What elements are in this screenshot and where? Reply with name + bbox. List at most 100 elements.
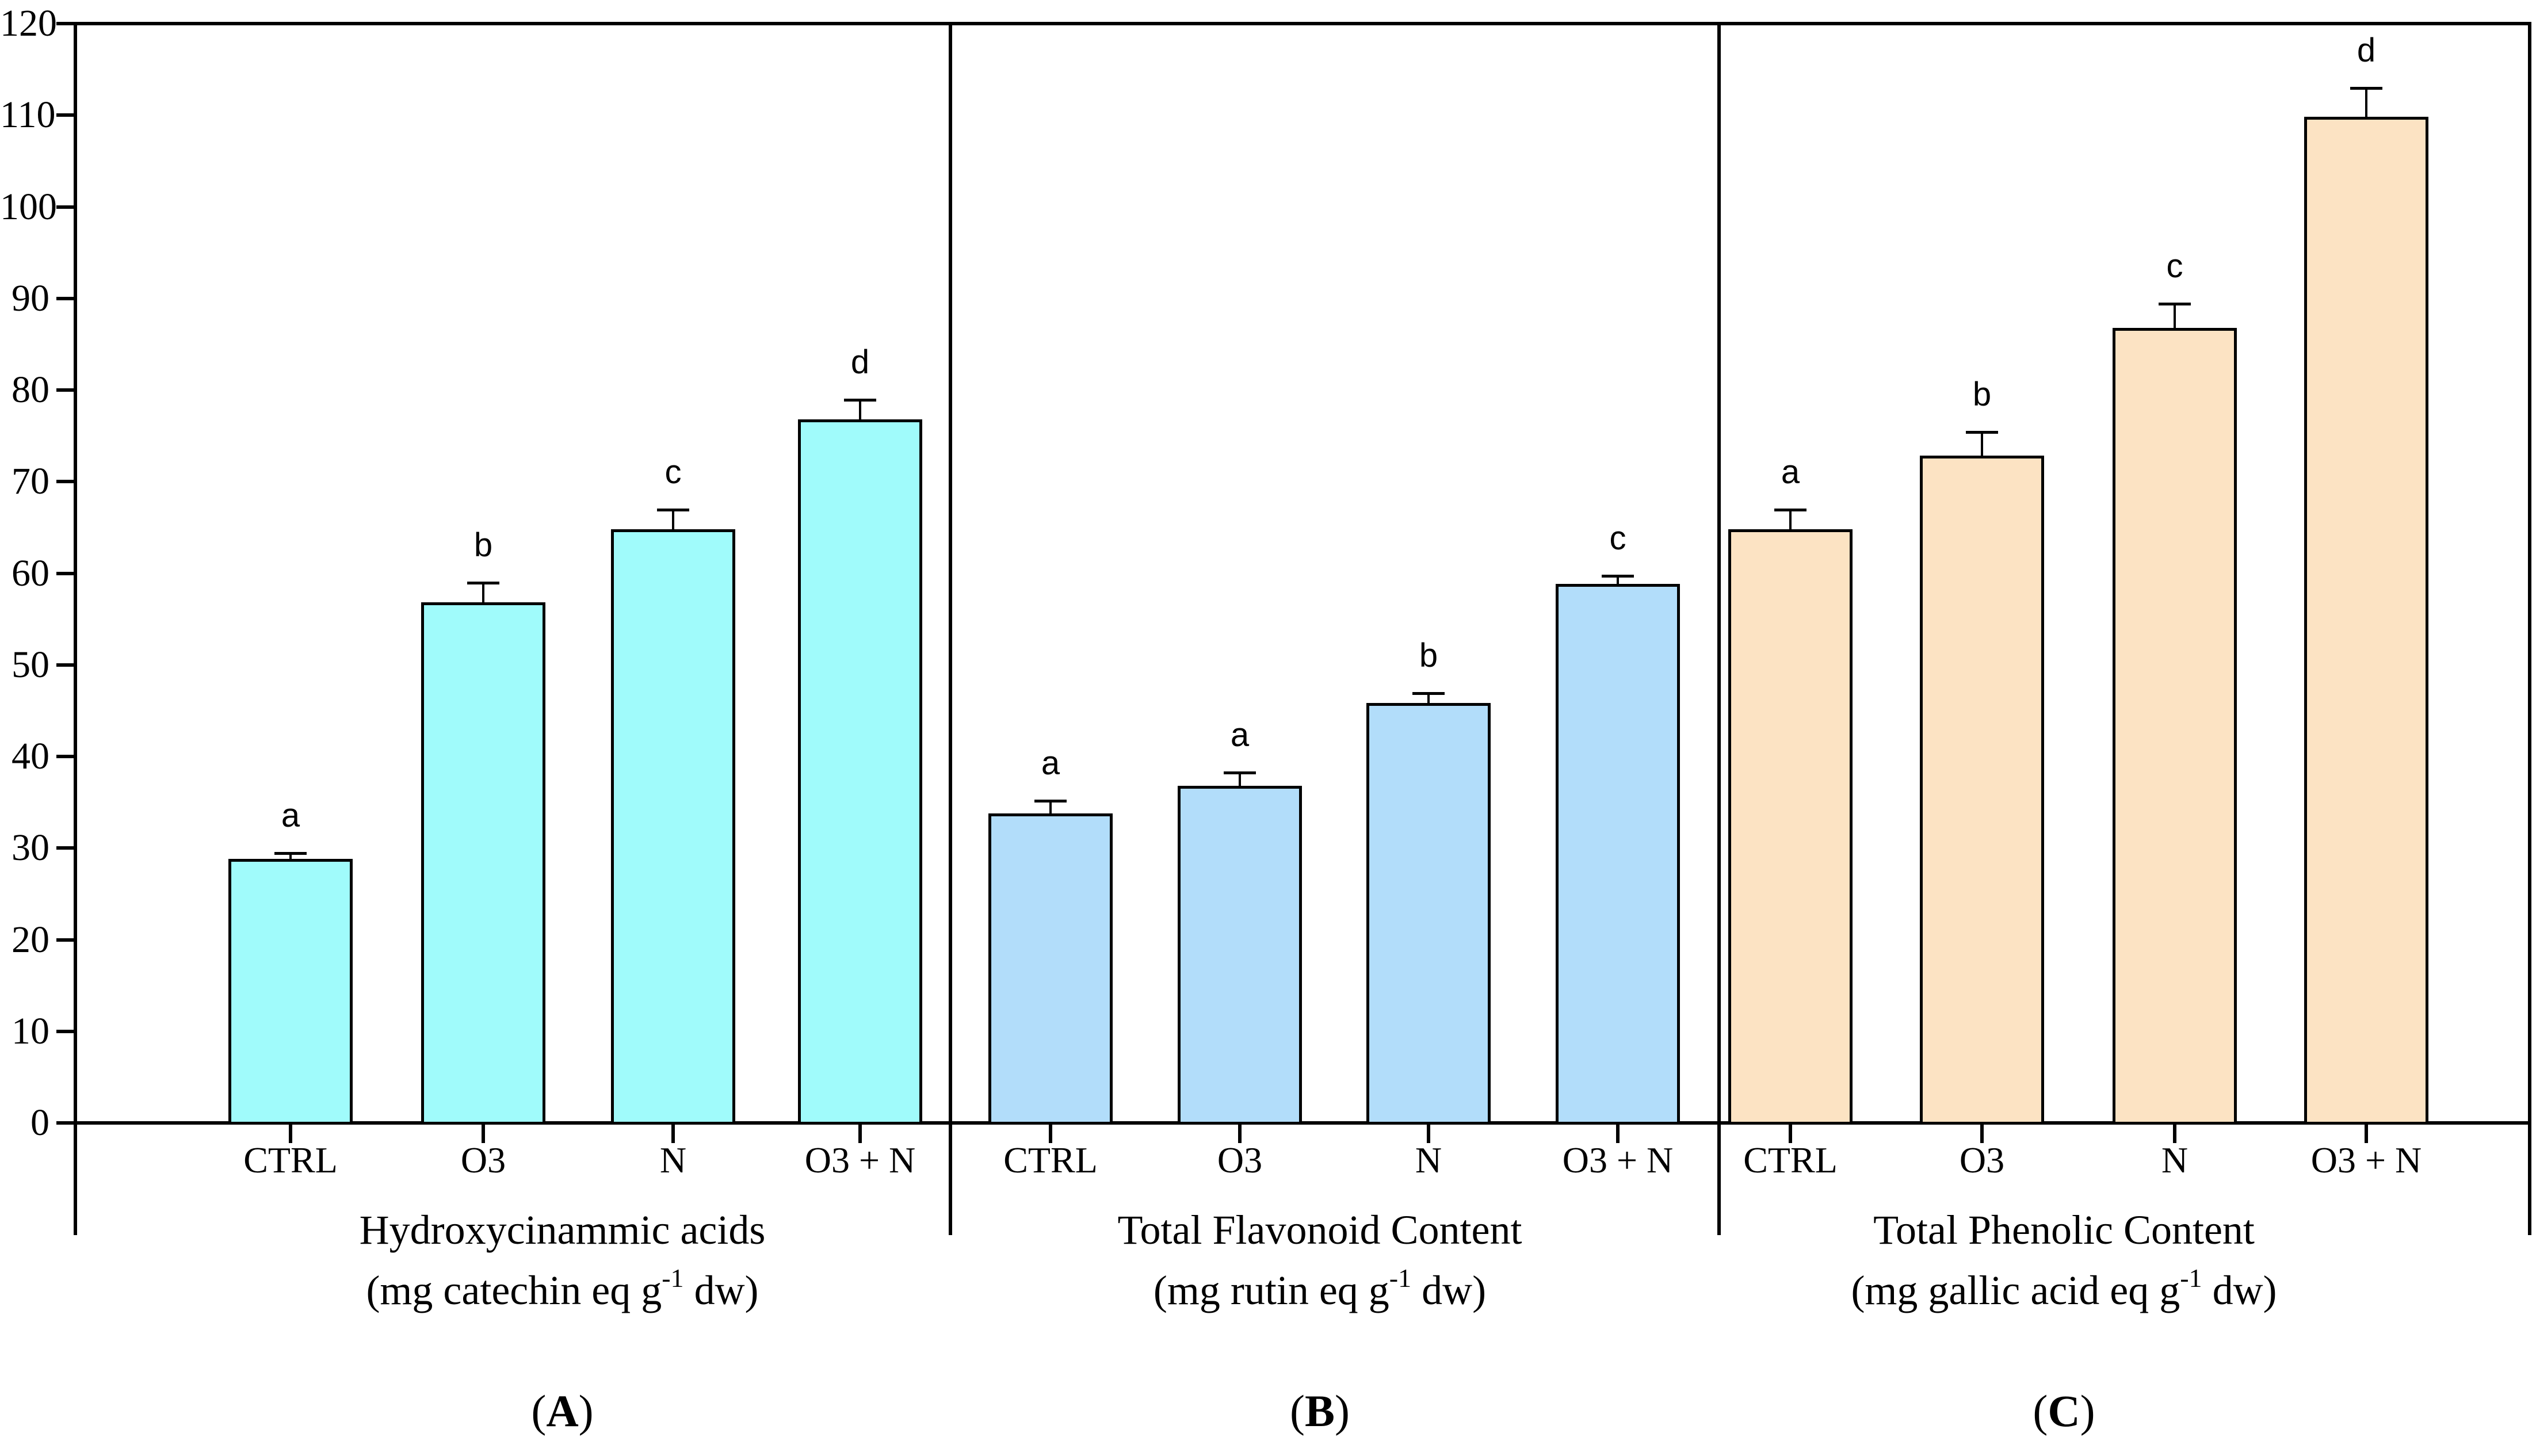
x-tick-mark [1789, 1125, 1792, 1143]
error-bar-cap [467, 582, 499, 585]
x-tick-label: CTRL [1743, 1140, 1838, 1180]
panel-title: Total Flavonoid Content [1117, 1207, 1522, 1253]
bar-C-N [2113, 327, 2237, 1125]
y-tick-label: 0 [30, 1102, 49, 1144]
sig-letter: d [2357, 32, 2376, 70]
error-bar-whisker [1427, 694, 1430, 704]
sig-letter: d [850, 343, 870, 381]
sig-letter: a [1781, 453, 1800, 491]
y-tick-mark [56, 480, 74, 484]
x-tick-mark [671, 1125, 675, 1143]
y-tick-mark [56, 663, 74, 667]
x-tick-mark [858, 1125, 862, 1143]
x-tick-label: O3 + N [2310, 1140, 2422, 1180]
x-tick-mark [1980, 1125, 1984, 1143]
panel-letter-paren-close: ) [1335, 1386, 1350, 1436]
sig-letter: a [281, 797, 300, 835]
y-tick-mark [56, 296, 74, 300]
bar-C-CTRL [1728, 529, 1853, 1125]
bar-C-O3 [1920, 456, 2044, 1125]
y-tick-label: 100 [0, 185, 57, 228]
error-bar-cap [1966, 430, 1998, 434]
plot-top-border [74, 22, 2531, 25]
y-tick-mark [56, 388, 74, 392]
panel-separator-line [1717, 22, 1721, 1235]
bar-A-O3 [421, 602, 545, 1125]
bar-A-N [611, 529, 735, 1125]
x-tick-mark [1427, 1125, 1430, 1143]
x-tick-label: O3 + N [1562, 1140, 1674, 1180]
y-tick-mark [56, 22, 74, 25]
error-bar-cap [844, 398, 876, 402]
x-tick-label: CTRL [243, 1140, 338, 1180]
error-bar-whisker [2174, 304, 2176, 328]
sig-letter: b [1419, 636, 1438, 674]
panel-letter: (C) [1892, 1385, 2237, 1437]
panel-unit-label: (mg catechin eq g-1 dw) [131, 1259, 994, 1327]
x-tick-label: O3 [1217, 1140, 1263, 1180]
bar-B-N [1366, 703, 1491, 1125]
error-bar-cap [1412, 691, 1445, 695]
y-tick-label: 70 [12, 460, 49, 503]
error-bar-whisker [1981, 433, 1983, 456]
panel-letter-char: C [2048, 1386, 2080, 1436]
unit-prefix: (mg gallic acid eq g [1851, 1267, 2180, 1313]
sig-letter: c [1609, 519, 1626, 557]
panel-title: Total Phenolic Content [1873, 1207, 2255, 1253]
y-tick-mark [56, 755, 74, 758]
panel-letter-paren-open: ( [531, 1386, 547, 1436]
error-bar-cap [1224, 771, 1256, 775]
y-tick-label: 90 [12, 277, 49, 319]
unit-suffix: dw) [2202, 1267, 2277, 1313]
error-bar-cap [657, 509, 689, 512]
bar-A-O3 + N [798, 419, 922, 1125]
y-tick-label: 40 [12, 735, 49, 777]
unit-suffix: dw) [683, 1267, 759, 1313]
unit-superscript: -1 [662, 1263, 684, 1293]
x-tick-mark [1049, 1125, 1052, 1143]
y-tick-mark [56, 571, 74, 575]
panel-letter: (A) [390, 1385, 735, 1437]
x-tick-label: N [2161, 1140, 2189, 1180]
sig-letter: b [473, 526, 493, 564]
panel-letter-char: A [546, 1386, 579, 1436]
x-tick-label: CTRL [1003, 1140, 1098, 1180]
y-tick-label: 20 [12, 918, 49, 961]
y-tick-mark [56, 205, 74, 209]
error-bar-whisker [672, 511, 674, 529]
y-tick-label: 110 [0, 94, 56, 136]
y-tick-label: 50 [12, 643, 49, 686]
error-bar-cap [1774, 509, 1806, 512]
y-tick-label: 120 [0, 2, 57, 44]
error-bar-cap [2159, 302, 2191, 305]
error-bar-whisker [482, 584, 484, 603]
x-tick-mark [1238, 1125, 1242, 1143]
error-bar-cap [1034, 800, 1067, 803]
y-tick-mark [56, 938, 74, 942]
error-bar-cap [2350, 87, 2382, 90]
unit-superscript: -1 [1389, 1263, 1412, 1293]
panel-letter-char: B [1304, 1386, 1335, 1436]
panel-unit-label: (mg gallic acid eq g-1 dw) [1633, 1259, 2496, 1327]
x-tick-mark [1616, 1125, 1620, 1143]
unit-superscript: -1 [2180, 1263, 2202, 1293]
y-tick-mark [56, 846, 74, 850]
error-bar-whisker [1617, 576, 1619, 584]
panel-title-block: Total Flavonoid Content (mg rutin eq g-1 … [888, 1201, 1751, 1327]
panel-letter: (B) [1147, 1385, 1492, 1437]
panel-letter-paren-close: ) [2080, 1386, 2095, 1436]
sig-letter: c [664, 453, 682, 491]
bar-A-CTRL [228, 859, 353, 1125]
unit-prefix: (mg rutin eq g [1153, 1267, 1389, 1313]
plot-right-border [2528, 22, 2531, 1235]
x-tick-label: O3 [1959, 1140, 2005, 1180]
y-tick-mark [56, 1029, 74, 1033]
x-axis-line [74, 1121, 2531, 1125]
error-bar-cap [274, 852, 307, 855]
error-bar-whisker [289, 854, 292, 859]
x-tick-mark [2173, 1125, 2176, 1143]
sig-letter: b [1972, 375, 1992, 413]
sig-letter: c [2166, 247, 2183, 285]
y-tick-mark [56, 1121, 74, 1125]
